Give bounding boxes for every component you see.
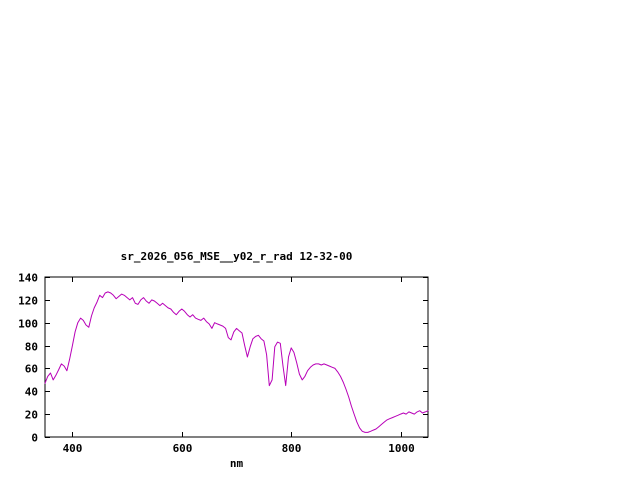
y-tick-label: 100 — [18, 318, 38, 331]
y-tick-label: 80 — [25, 341, 38, 354]
radiance-curve — [44, 291, 429, 433]
x-tick-label: 1000 — [388, 442, 415, 455]
x-tick-label: 600 — [173, 442, 193, 455]
plot-border — [44, 276, 429, 438]
y-tick-label: 40 — [25, 386, 38, 399]
x-tick-label: 400 — [63, 442, 83, 455]
chart-title: sr_2026_056_MSE__y02_r_rad 12-32-00 — [120, 250, 353, 263]
y-tick-label: 60 — [25, 363, 38, 376]
x-tick-label: 800 — [282, 442, 302, 455]
y-tick-label: 20 — [25, 409, 38, 422]
y-tick-label: 120 — [18, 295, 38, 308]
y-tick-label: 0 — [31, 432, 38, 445]
x-axis-label: nm — [229, 457, 244, 470]
y-tick-label: 140 — [18, 272, 38, 285]
